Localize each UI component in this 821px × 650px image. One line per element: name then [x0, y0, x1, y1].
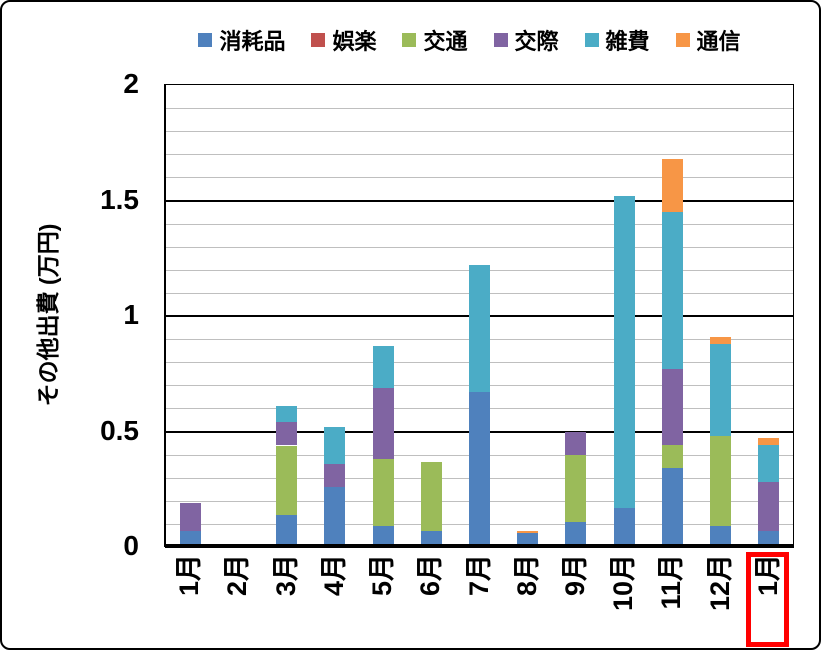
bar-segment-消耗品-1月-12[interactable]	[758, 531, 779, 547]
bar-segment-通信-11月-10[interactable]	[662, 159, 683, 212]
bar-segment-雑費-5月-4[interactable]	[373, 346, 394, 388]
bar-segment-雑費-10月-9[interactable]	[614, 196, 635, 508]
legend-label: 娯楽	[332, 29, 377, 54]
bar-segment-交通-5月-4[interactable]	[373, 459, 394, 526]
bar-segment-交通-9月-8[interactable]	[565, 455, 586, 522]
bar-segment-雑費-1月-12[interactable]	[758, 445, 779, 482]
bar-segment-雑費-12月-11[interactable]	[710, 344, 731, 436]
bar-segment-交際-4月-3[interactable]	[324, 464, 345, 487]
major-gridline	[166, 200, 793, 202]
bar-segment-消耗品-5月-4[interactable]	[373, 526, 394, 547]
bar-segment-通信-1月-12[interactable]	[758, 438, 779, 445]
bar-segment-交通-6月-5[interactable]	[421, 462, 442, 531]
bar-segment-交通-12月-11[interactable]	[710, 436, 731, 526]
legend-item-雑費[interactable]: 雑費	[584, 24, 650, 56]
x-axis-label-5月-4[interactable]: 5月	[367, 554, 397, 597]
bar-segment-交際-1月-0[interactable]	[180, 503, 201, 531]
bar-segment-交際-5月-4[interactable]	[373, 387, 394, 459]
legend-item-通信[interactable]: 通信	[675, 24, 741, 56]
x-axis-label-4月-3[interactable]: 4月	[319, 554, 349, 597]
bar-segment-消耗品-9月-8[interactable]	[565, 522, 586, 547]
y-tick-label-2: 2	[123, 68, 139, 99]
minor-gridline	[166, 247, 793, 248]
legend-label: 通信	[696, 29, 741, 54]
y-tick-label-1: 1	[123, 299, 139, 330]
legend-swatch-icon	[198, 33, 213, 47]
x-axis-label-2月-1[interactable]: 2月	[222, 554, 252, 597]
bar-segment-消耗品-1月-0[interactable]	[180, 531, 201, 547]
minor-gridline	[166, 177, 793, 178]
bar-segment-消耗品-10月-9[interactable]	[614, 508, 635, 547]
legend-swatch-icon	[402, 33, 417, 47]
legend-item-交通[interactable]: 交通	[402, 24, 468, 56]
x-axis-label-9月-8[interactable]: 9月	[560, 554, 590, 597]
x-axis-line	[164, 544, 793, 547]
legend-swatch-icon	[675, 33, 690, 47]
x-axis-label-3月-2[interactable]: 3月	[271, 554, 301, 597]
x-axis-label-7月-6[interactable]: 7月	[464, 554, 494, 597]
bar-segment-交際-1月-12[interactable]	[758, 482, 779, 531]
legend-label: 消耗品	[219, 29, 286, 54]
bar-segment-交際-3月-2[interactable]	[276, 422, 297, 445]
bar-segment-消耗品-11月-10[interactable]	[662, 468, 683, 547]
legend-item-消耗品[interactable]: 消耗品	[198, 24, 285, 56]
bar-segment-消耗品-4月-3[interactable]	[324, 487, 345, 547]
bar-segment-交際-9月-8[interactable]	[565, 432, 586, 455]
bar-segment-消耗品-6月-5[interactable]	[421, 531, 442, 547]
highlight-red-box	[746, 552, 789, 647]
bar-segment-雑費-7月-6[interactable]	[469, 265, 490, 392]
bar-segment-雑費-4月-3[interactable]	[324, 427, 345, 464]
x-axis-label-10月-9[interactable]: 10月	[608, 554, 638, 612]
x-axis-label-12月-11[interactable]: 12月	[705, 554, 735, 612]
bar-segment-消耗品-8月-7[interactable]	[517, 533, 538, 547]
bar-segment-交際-11月-10[interactable]	[662, 369, 683, 445]
legend-item-交際[interactable]: 交際	[493, 24, 559, 56]
x-axis-label-1月-0[interactable]: 1月	[174, 554, 204, 597]
bar-segment-消耗品-7月-6[interactable]	[469, 392, 490, 547]
minor-gridline	[166, 108, 793, 109]
bar-segment-雑費-3月-2[interactable]	[276, 406, 297, 422]
x-axis-label-6月-5[interactable]: 6月	[415, 554, 445, 597]
y-tick-label-0: 0	[123, 530, 139, 561]
bar-segment-通信-12月-11[interactable]	[710, 337, 731, 344]
plot-area	[165, 84, 794, 548]
legend-swatch-icon	[311, 33, 326, 47]
legend-label: 交際	[514, 29, 559, 54]
minor-gridline	[166, 224, 793, 225]
x-axis-label-11月-10[interactable]: 11月	[656, 554, 686, 610]
bar-segment-消耗品-12月-11[interactable]	[710, 526, 731, 547]
legend-swatch-icon	[584, 33, 599, 47]
y-axis-line	[164, 84, 166, 547]
legend-label: 交通	[423, 29, 468, 54]
minor-gridline	[166, 131, 793, 132]
y-tick-label-1.5: 1.5	[100, 184, 139, 215]
bar-segment-雑費-11月-10[interactable]	[662, 212, 683, 369]
bar-segment-交通-11月-10[interactable]	[662, 445, 683, 468]
bar-segment-交通-3月-2[interactable]	[276, 446, 297, 515]
legend-swatch-icon	[493, 33, 508, 47]
legend-label: 雑費	[605, 29, 650, 54]
x-axis-label-8月-7[interactable]: 8月	[512, 554, 542, 597]
minor-gridline	[166, 154, 793, 155]
legend-item-娯楽[interactable]: 娯楽	[311, 24, 376, 56]
bar-segment-通信-8月-7[interactable]	[517, 531, 538, 533]
y-tick-label-0.5: 0.5	[100, 415, 139, 446]
chart-legend: 消耗品 娯楽 交通 交際 雑費 通信	[142, 24, 797, 56]
bar-segment-消耗品-3月-2[interactable]	[276, 515, 297, 547]
